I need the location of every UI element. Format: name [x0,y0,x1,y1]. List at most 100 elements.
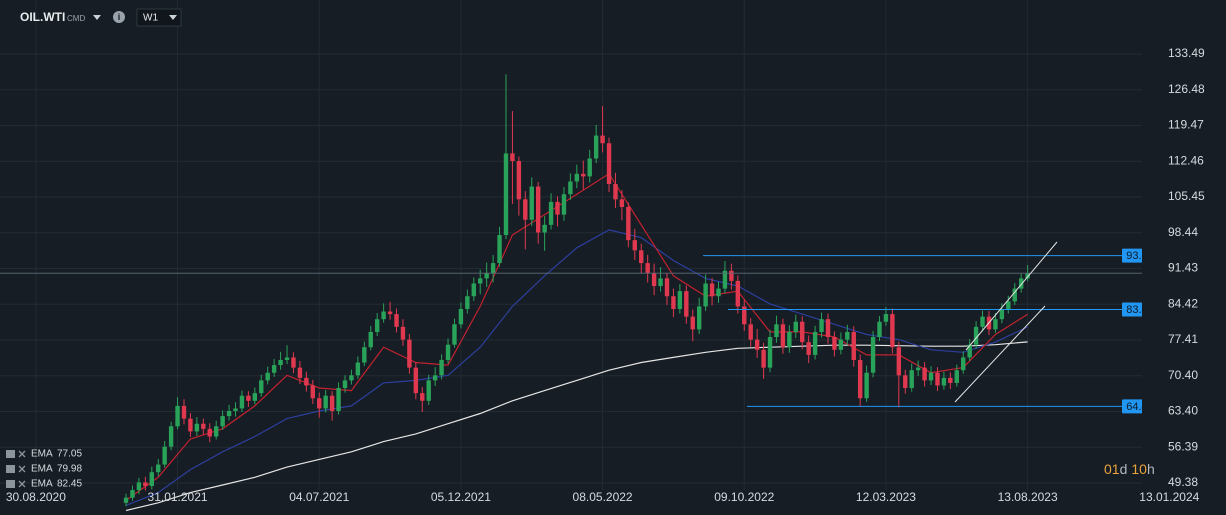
y-axis-panel [1142,0,1226,515]
candles [123,74,1030,507]
candle-body [497,235,502,264]
candle-body [220,416,225,427]
candle-body [774,324,779,338]
ema-line [125,172,1028,501]
candle-body [903,375,908,389]
candle-body [806,342,811,355]
candle-body [297,367,303,378]
candle-body [471,283,476,297]
candle-body [1012,288,1017,302]
candle-body [535,186,541,233]
candle-body [767,337,773,368]
candle-body [606,143,612,185]
candle-body [226,410,232,417]
candle-body [407,339,412,368]
candle-body [271,365,277,373]
candle-body [645,263,650,274]
market: CMD [67,14,85,23]
candle-body [529,186,534,220]
candle-body [883,314,889,322]
candle-body [748,324,753,340]
candle-body [149,472,154,486]
legend-close [18,465,26,473]
candle-body [523,199,528,220]
candle-body [800,321,805,343]
candle-body [349,375,354,381]
candle-body [130,490,135,498]
candle-body [548,201,554,225]
dropdown-arrow[interactable] [169,15,177,20]
candle-body [291,357,296,368]
candle-body [812,331,818,355]
timeframe-select[interactable] [136,8,182,27]
x-tick-label: 12.03.2023 [856,490,916,504]
legend-icon [6,480,15,488]
candle-body [207,428,212,437]
legend-icon [6,450,15,458]
candle-body [542,224,547,233]
x-tick-label: 04.07.2021 [289,490,349,504]
candle-body [709,283,715,297]
candle-body [503,153,509,236]
candle-body [201,423,206,429]
legend: EMA 77.05 EMA 79.98 EMA 82.45 [6,449,82,490]
candle-body [362,347,367,363]
candle-body [613,184,618,200]
y-tick-label: 105.45 [1168,189,1205,203]
x-tick-label: 08.05.2022 [573,490,633,504]
candle-body [465,296,470,309]
candle-body [658,278,663,287]
y-tick-label: 91.43 [1168,261,1198,275]
candle-body [909,370,914,389]
candle-body [168,426,174,447]
y-tick-label: 49.38 [1168,475,1198,489]
candle-body [246,395,251,401]
candle-body [432,375,438,381]
dropdown-arrow[interactable] [93,15,101,20]
candle-body [329,395,335,411]
candle-body [143,482,148,486]
y-tick-label: 56.39 [1168,439,1198,453]
candle-body [993,319,998,330]
candle-body [626,206,631,241]
candle-body [825,319,831,338]
legend-name: EMA [31,464,53,475]
candle-body [426,380,431,401]
candle-body [593,135,599,159]
candle-body [420,393,425,401]
channel-line [954,305,1046,403]
candle-body [336,388,341,411]
y-tick-label: 119.47 [1168,118,1204,132]
candle-body [735,280,741,307]
candle-body [355,362,361,376]
timeframe: W1 [143,13,158,24]
candle-body [555,201,560,215]
legend-value: 77.05 [57,449,82,460]
candle-body [568,181,573,195]
candle-body [510,153,515,162]
info-icon[interactable] [113,11,125,23]
legend-close [18,450,26,458]
countdown-unit: h [1147,461,1155,477]
candle-body [928,372,934,381]
candle-body [561,194,567,215]
x-tick-label: 13.01.2024 [1139,490,1199,504]
countdown: 01d 10h [1104,461,1155,477]
candle-body [954,370,959,383]
candle-body [980,316,985,327]
candle-body [252,393,258,401]
candle-body [265,372,270,381]
candle-body [156,464,161,473]
candle-body [175,405,180,427]
candle-body [967,344,972,358]
candle-body [870,337,876,373]
x-tick-label: 05.12.2021 [431,490,491,504]
candle-body [639,250,644,264]
candle-body [400,326,406,340]
candle-body [439,359,444,376]
candle-body [239,395,245,409]
legend-value: 82.45 [57,479,82,490]
y-tick-label: 98.44 [1168,225,1198,239]
candle-body [922,367,927,381]
